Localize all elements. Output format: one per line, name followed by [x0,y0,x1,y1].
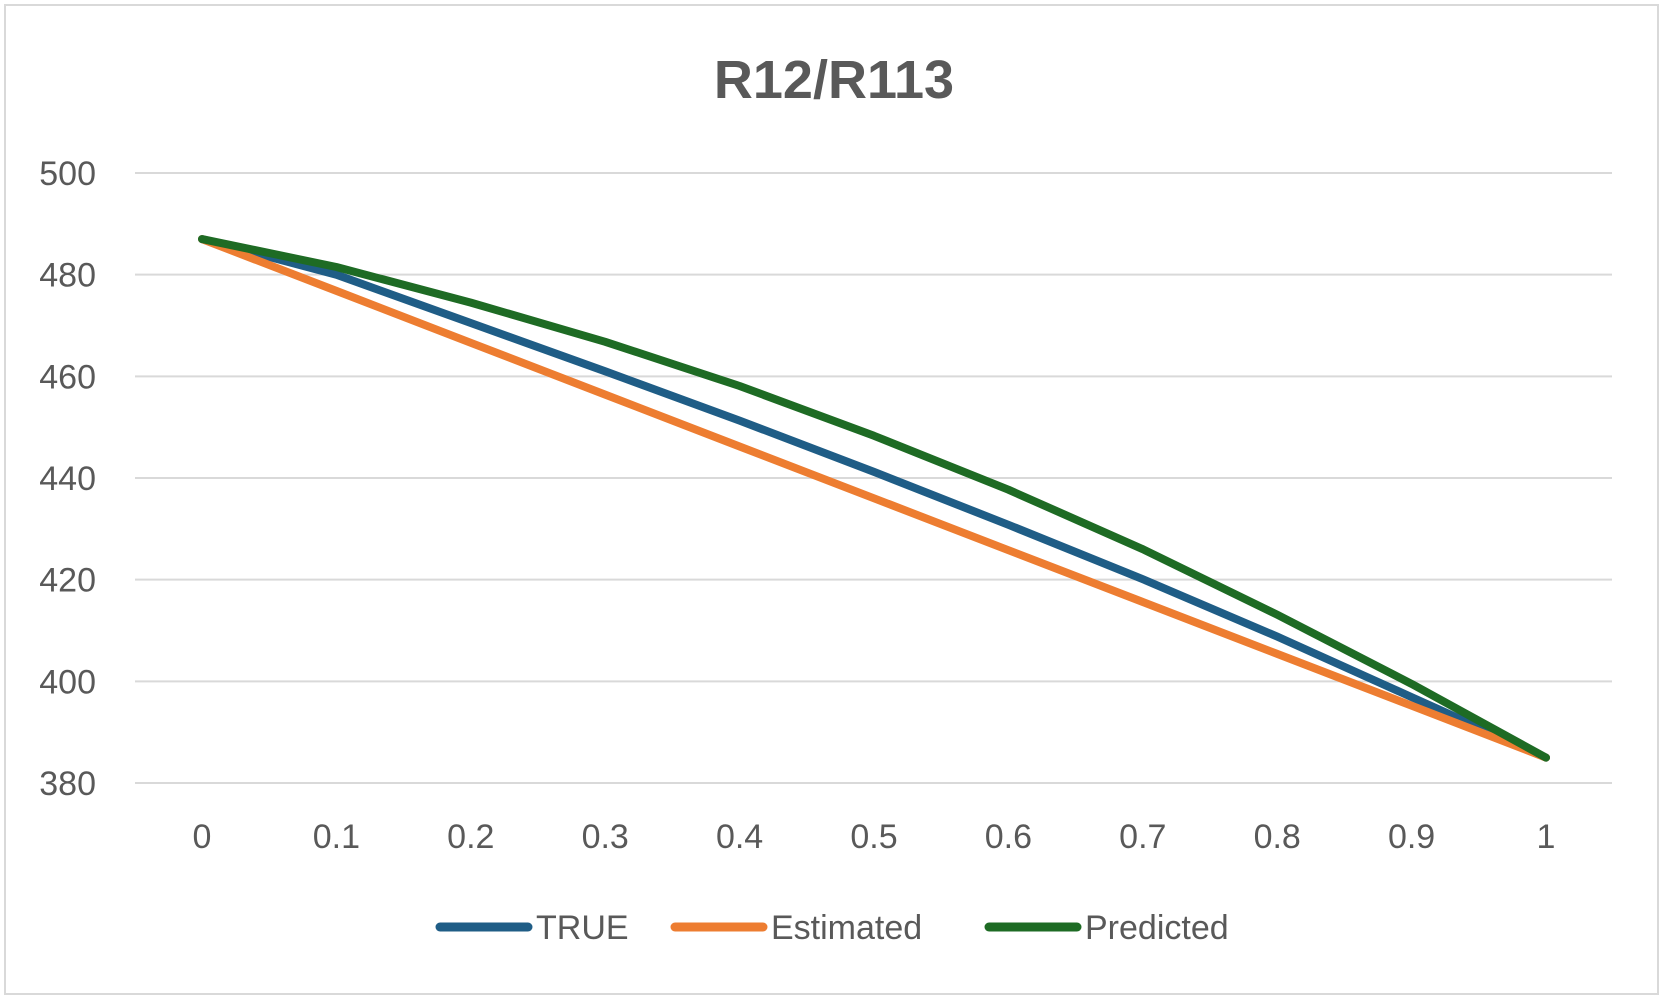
gridlines [135,172,1612,784]
x-tick-label: 0.4 [716,818,763,856]
x-tick-label: 0 [193,818,212,856]
y-tick-label: 480 [39,257,96,295]
y-tick-label: 420 [39,562,96,600]
x-tick-label: 0.7 [1119,818,1166,856]
chart-frame [4,4,1659,995]
x-axis-ticks: 0 0.1 0.2 0.3 0.4 0.5 0.6 0.7 0.8 0.9 1 [193,818,1556,856]
y-axis-ticks: 380 400 420 440 460 480 500 [39,155,96,803]
y-tick-label: 380 [39,765,96,803]
x-tick-label: 0.2 [447,818,494,856]
x-tick-label: 1 [1537,818,1556,856]
x-tick-label: 0.9 [1388,818,1435,856]
series-line-predicted [198,235,1550,762]
x-tick-label: 0.8 [1254,818,1301,856]
legend-label: Predicted [1085,909,1229,947]
legend-label: Estimated [771,909,922,947]
x-tick-label: 0.3 [582,818,629,856]
y-tick-label: 400 [39,663,96,701]
chart-title: R12/R113 [714,50,954,110]
legend: TRUE Estimated Predicted [435,909,1229,947]
series-line-estimated [198,235,1550,762]
x-tick-label: 0.5 [850,818,897,856]
y-tick-label: 500 [39,155,96,193]
x-tick-label: 0.1 [313,818,360,856]
y-tick-label: 460 [39,358,96,396]
series-lines [198,235,1550,762]
x-tick-label: 0.6 [985,818,1032,856]
y-tick-label: 440 [39,460,96,498]
series-line-true [198,235,1550,762]
legend-label: TRUE [536,909,629,947]
